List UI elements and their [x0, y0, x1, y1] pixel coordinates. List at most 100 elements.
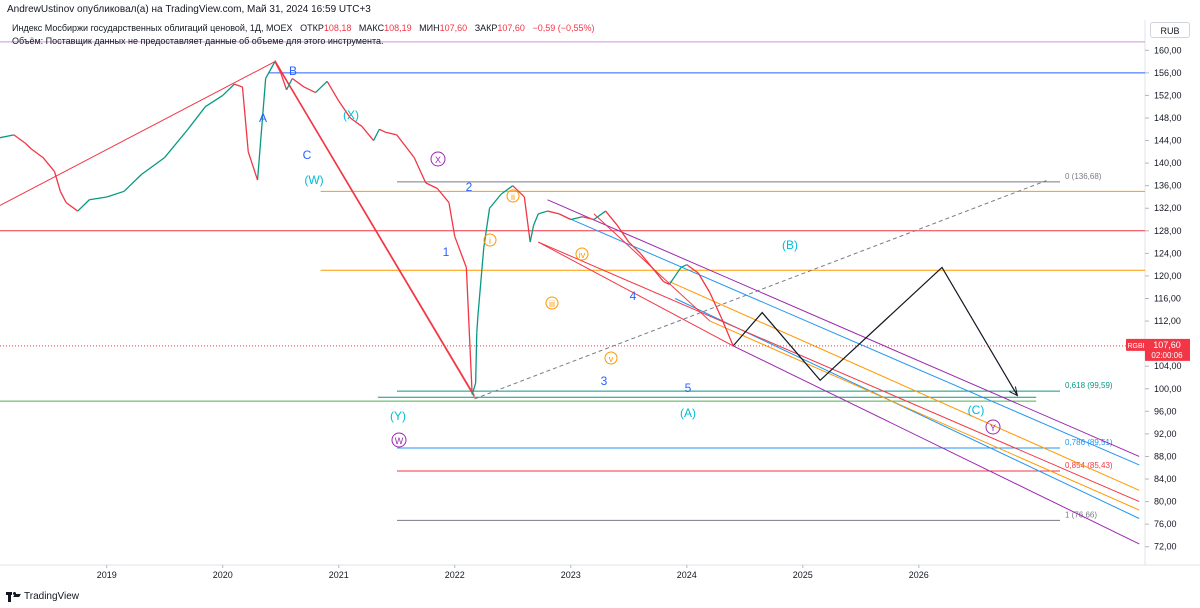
wave-label-circle [391, 432, 407, 448]
wave-label-circle [604, 351, 618, 365]
y-tick-label: 136,00 [1154, 181, 1182, 191]
currency-button[interactable]: RUB [1150, 22, 1190, 38]
channel-line [674, 298, 1140, 519]
x-tick-label: 2021 [329, 570, 349, 580]
price-segment [605, 210, 618, 226]
x-tick-label: 2023 [561, 570, 581, 580]
price-segment [425, 182, 438, 190]
wave-label: iii [549, 299, 555, 309]
price-segment [523, 196, 531, 243]
y-tick-label: 128,00 [1154, 226, 1182, 236]
price-segment [280, 72, 288, 90]
legend-line: Индекс Мосбиржи государственных облигаци… [12, 23, 595, 33]
x-tick-label: 2022 [445, 570, 465, 580]
price-segment [65, 202, 79, 212]
price-segment [547, 210, 560, 215]
price-segment [668, 275, 676, 285]
price-segment [89, 196, 107, 201]
price-segment [582, 216, 595, 221]
price-segment [533, 213, 539, 226]
wave-label-circle [545, 296, 559, 310]
price-segment [106, 190, 125, 198]
footer: TradingView [0, 588, 1200, 608]
channel-line [564, 216, 1140, 466]
price-segment [59, 191, 67, 203]
price-segment [538, 210, 548, 215]
price-segment [483, 208, 491, 248]
fib-level-label: 0,618 (99,59) [1065, 381, 1113, 390]
y-tick-label: 112,00 [1154, 316, 1181, 326]
price-segment [25, 142, 32, 150]
price-segment [379, 128, 386, 133]
trendline [0, 61, 276, 206]
wave-label-circle [506, 189, 520, 203]
price-segment [512, 185, 525, 198]
instrument-name: Индекс Мосбиржи государственных облигаци… [12, 23, 293, 33]
projection-path [732, 266, 1018, 396]
wave-label: 2 [466, 180, 473, 194]
price-segment [720, 317, 734, 347]
high-value: 108,19 [384, 23, 412, 33]
wave-label: (C) [968, 403, 985, 417]
price-segment [141, 156, 166, 175]
price-segment [413, 157, 427, 184]
price-segment [628, 241, 641, 254]
y-tick-label: 92,00 [1154, 429, 1177, 439]
wave-label: X [435, 155, 441, 165]
price-segment [558, 213, 572, 221]
y-tick-label: 156,00 [1154, 68, 1182, 78]
wave-label-circle [575, 247, 589, 261]
price-segment [454, 236, 467, 268]
y-tick-label: 160,00 [1154, 45, 1182, 55]
wave-label: 1 [443, 245, 450, 259]
wave-label: C [303, 148, 312, 162]
tradingview-logo[interactable]: TradingView [6, 591, 79, 602]
price-badge [1145, 338, 1190, 361]
price-segment [315, 80, 328, 94]
price-segment [123, 173, 142, 192]
wave-label: (A) [680, 406, 696, 420]
price-segment [471, 382, 477, 395]
price-segment [529, 225, 535, 243]
wave-label: ii [511, 192, 515, 202]
channel-line [538, 241, 1140, 503]
price-segment [265, 61, 276, 79]
wave-label: W [395, 436, 404, 446]
price-segment [697, 272, 711, 294]
y-tick-label: 100,00 [1154, 384, 1182, 394]
wave-label: Y [990, 423, 996, 433]
price-segment [436, 188, 450, 204]
y-tick-label: 72,00 [1154, 542, 1177, 552]
wave-label-circle [430, 151, 446, 167]
y-tick-label: 104,00 [1154, 361, 1182, 371]
x-tick-label: 2024 [677, 570, 697, 580]
price-segment [241, 86, 249, 152]
y-tick-label: 152,00 [1154, 90, 1182, 100]
price-segment [164, 128, 189, 158]
price-segment [0, 134, 15, 139]
wave-label-circle [483, 233, 497, 247]
tradingview-brand: TradingView [24, 591, 80, 602]
y-tick-label: 124,00 [1154, 248, 1182, 258]
price-segment [570, 216, 583, 221]
wave-label: 5 [685, 381, 692, 395]
price-segment [489, 193, 502, 209]
close-label: ЗАКР [474, 23, 498, 33]
y-tick-label: 76,00 [1154, 519, 1177, 529]
y-tick-label: 120,00 [1154, 271, 1182, 281]
price-segment [256, 78, 267, 181]
x-tick-label: 2026 [909, 570, 929, 580]
wave-label: iv [579, 250, 586, 260]
trendline [274, 61, 475, 398]
tradingview-logo-icon [6, 591, 21, 602]
price-segment [349, 117, 363, 127]
low-value: 107,60 [439, 23, 468, 33]
price-segment [372, 128, 380, 141]
high-label: МАКС [358, 23, 385, 33]
x-tick-label: 2020 [213, 570, 233, 580]
y-tick-label: 88,00 [1154, 451, 1177, 461]
wave-label: (X) [343, 108, 359, 122]
fib-level-label: 0 (136,68) [1065, 172, 1102, 181]
